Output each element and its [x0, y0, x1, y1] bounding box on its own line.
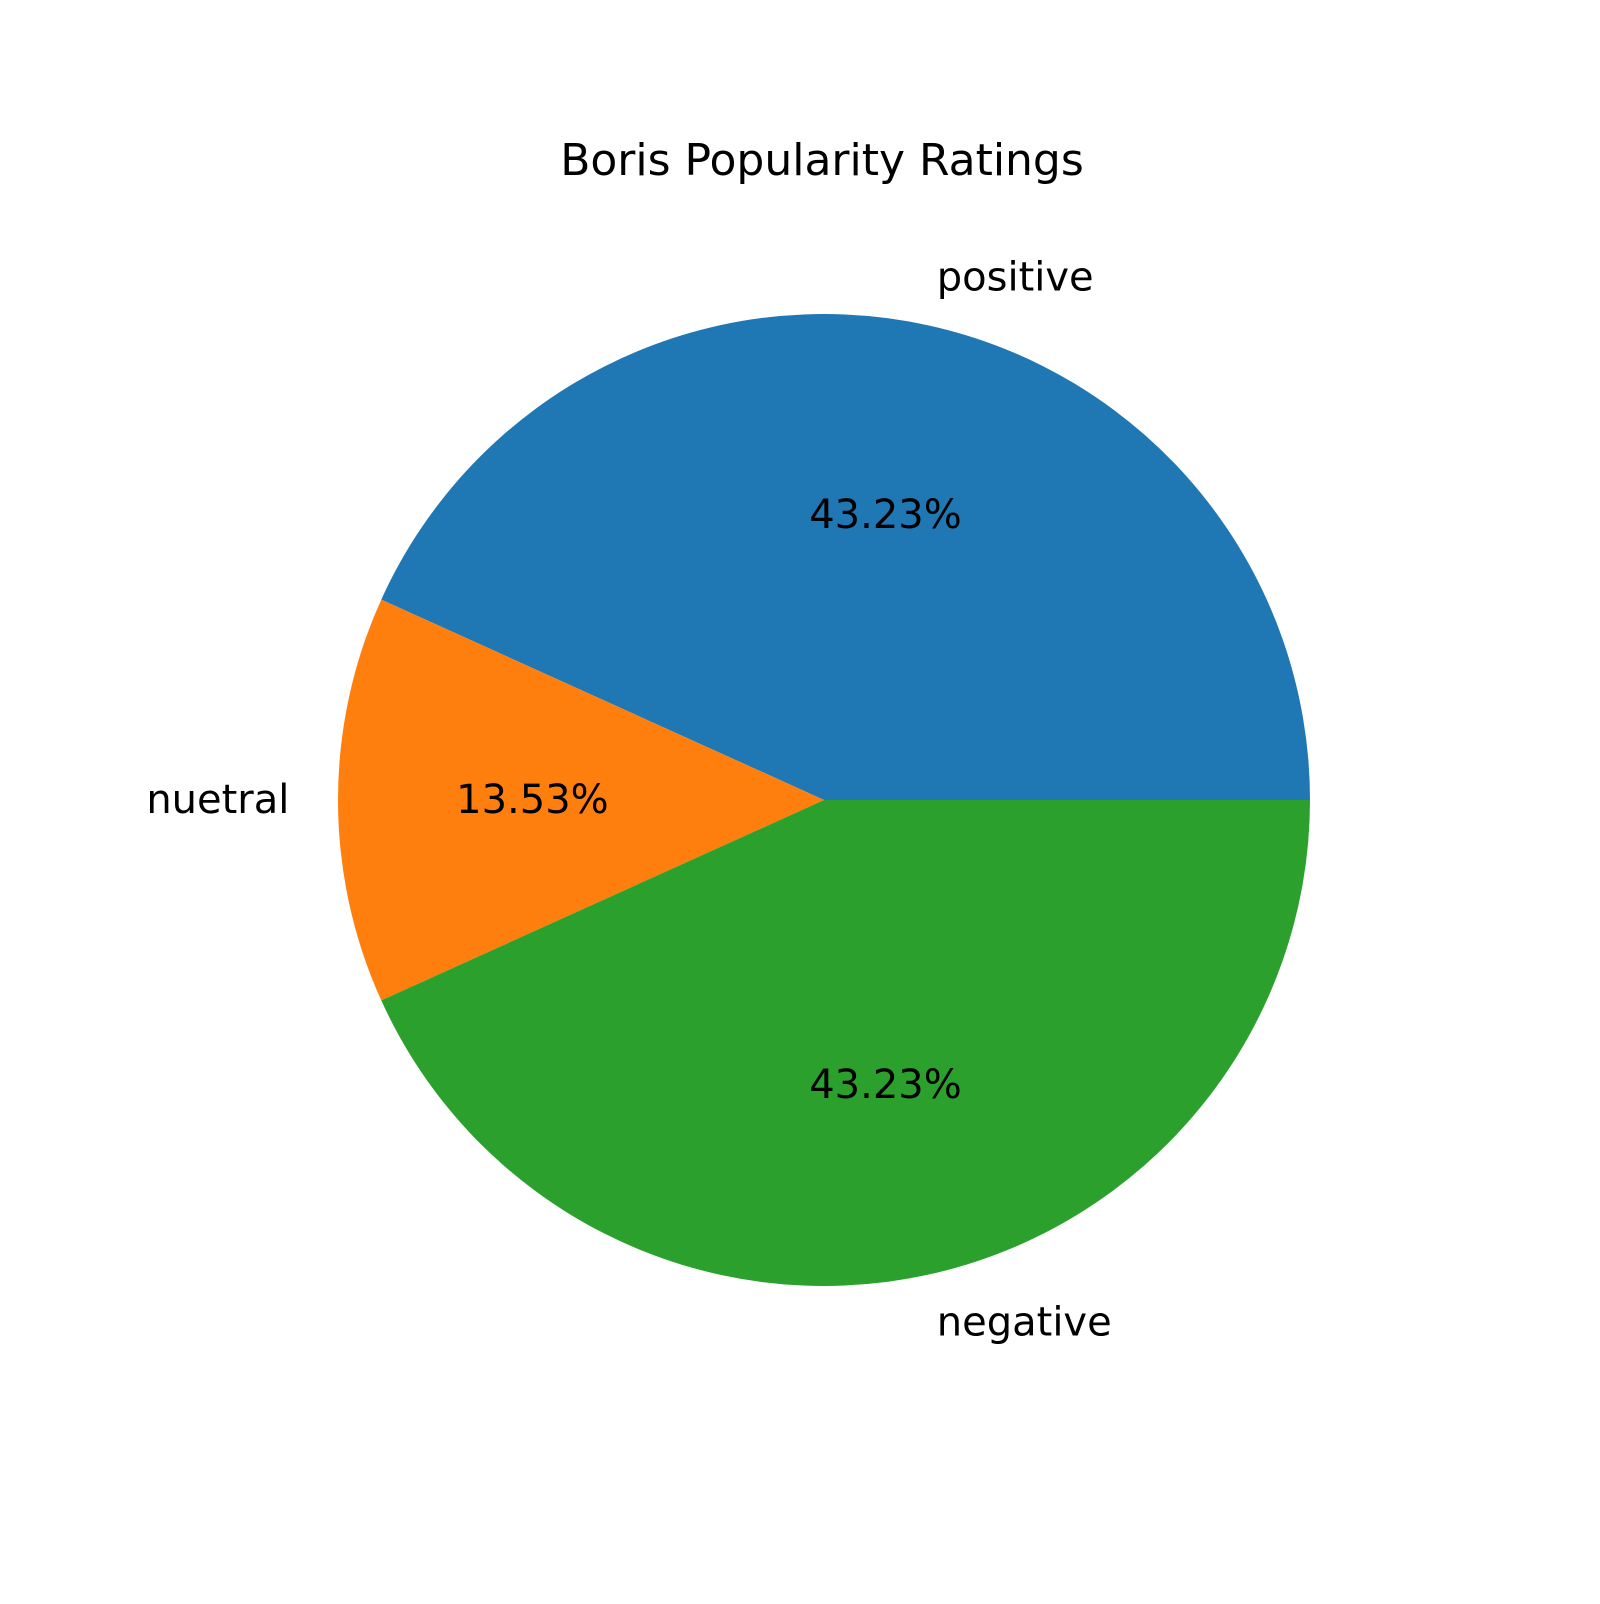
- slice-label-nuetral: nuetral: [146, 777, 289, 823]
- pie-slice-nuetral: [338, 599, 824, 1001]
- pie-labels: positive 43.23% nuetral 13.53% negative 43.23…: [146, 254, 1111, 1345]
- chart-title: Boris Popularity Ratings: [560, 135, 1084, 186]
- pie-slice-negative: [381, 800, 1310, 1286]
- pie-slices: [338, 314, 1310, 1286]
- pie-slice-positive: [381, 314, 1310, 800]
- slice-label-positive: positive: [937, 254, 1094, 300]
- slice-percent-positive: 43.23%: [809, 492, 962, 538]
- slice-label-negative: negative: [937, 1300, 1112, 1346]
- slice-percent-nuetral: 13.53%: [456, 777, 609, 823]
- slice-percent-negative: 43.23%: [809, 1062, 962, 1108]
